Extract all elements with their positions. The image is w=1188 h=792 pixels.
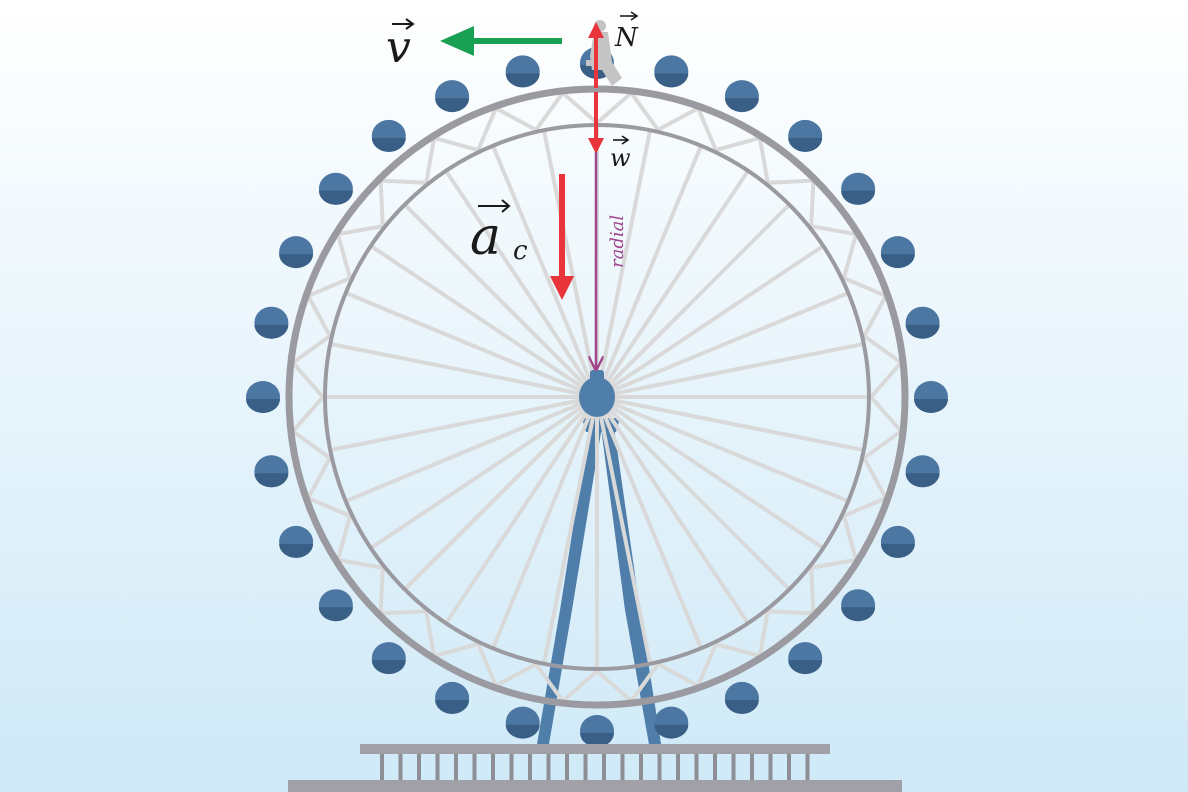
cabin bbox=[505, 55, 540, 88]
cabin bbox=[724, 80, 759, 113]
cabin bbox=[580, 715, 614, 747]
cabin bbox=[371, 642, 406, 675]
cabin bbox=[279, 525, 314, 558]
svg-text:a: a bbox=[470, 207, 501, 267]
cabin bbox=[880, 525, 915, 558]
cabin bbox=[880, 236, 915, 269]
spoke bbox=[403, 203, 599, 399]
cabin bbox=[371, 119, 406, 152]
cabin bbox=[505, 706, 540, 739]
spoke bbox=[595, 144, 703, 398]
spoke bbox=[369, 395, 599, 550]
svg-text:v: v bbox=[386, 22, 411, 73]
svg-text:N: N bbox=[614, 23, 639, 53]
spoke bbox=[595, 395, 825, 550]
spoke bbox=[444, 395, 599, 625]
cabin bbox=[254, 455, 289, 488]
base-platform bbox=[288, 744, 902, 792]
cabin bbox=[654, 706, 689, 739]
cabin bbox=[246, 381, 280, 413]
cabin bbox=[905, 306, 940, 339]
cabin bbox=[435, 681, 470, 714]
spoke bbox=[369, 244, 599, 399]
cabin bbox=[841, 172, 876, 205]
wheel-cabins bbox=[246, 47, 948, 747]
spoke bbox=[595, 396, 703, 650]
cabin bbox=[905, 455, 940, 488]
spoke bbox=[596, 395, 865, 453]
cabin bbox=[788, 642, 823, 675]
cabin bbox=[788, 119, 823, 152]
spoke bbox=[595, 396, 653, 665]
svg-text:w: w bbox=[610, 144, 631, 172]
spoke bbox=[403, 395, 599, 591]
spoke bbox=[541, 396, 599, 665]
cabin bbox=[724, 681, 759, 714]
label-velocity: v bbox=[386, 18, 415, 73]
wheel-hub bbox=[579, 370, 615, 417]
velocity-arrow bbox=[440, 26, 562, 56]
label-weight: w bbox=[610, 135, 631, 172]
spoke bbox=[596, 395, 850, 503]
cabin bbox=[254, 306, 289, 339]
spoke bbox=[595, 129, 653, 398]
label-normal-force: N bbox=[614, 11, 639, 53]
spoke bbox=[595, 203, 791, 399]
svg-text:c: c bbox=[513, 236, 528, 266]
spoke bbox=[444, 169, 599, 399]
cabin bbox=[914, 381, 948, 413]
label-centripetal-acceleration: a c bbox=[470, 199, 528, 267]
spoke bbox=[595, 395, 791, 591]
outer-rim bbox=[285, 85, 909, 709]
spoke bbox=[595, 169, 750, 399]
cabin bbox=[654, 55, 689, 88]
spoke bbox=[329, 395, 598, 453]
cabin bbox=[841, 589, 876, 622]
spoke bbox=[541, 129, 599, 398]
spoke bbox=[595, 395, 750, 625]
spoke bbox=[491, 144, 599, 398]
spoke bbox=[596, 341, 865, 399]
cabin bbox=[435, 80, 470, 113]
spoke bbox=[596, 291, 850, 399]
cabin bbox=[318, 589, 353, 622]
spoke bbox=[329, 341, 598, 399]
wheel-spokes bbox=[325, 125, 869, 669]
cabin bbox=[318, 172, 353, 205]
spoke bbox=[491, 396, 599, 650]
spoke bbox=[344, 291, 598, 399]
label-radial: radial bbox=[607, 215, 628, 268]
cabin bbox=[279, 236, 314, 269]
spoke bbox=[595, 244, 825, 399]
spoke bbox=[344, 395, 598, 503]
